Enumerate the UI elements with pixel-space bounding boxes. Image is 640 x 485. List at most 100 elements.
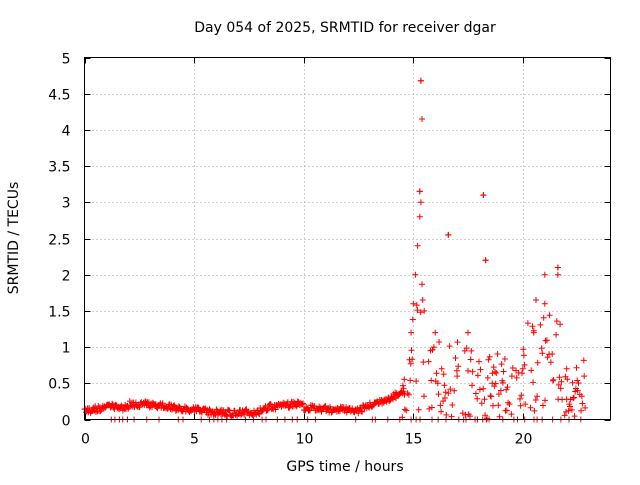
data-point — [417, 77, 424, 84]
data-point — [579, 400, 586, 407]
data-point — [438, 408, 445, 415]
data-point — [400, 385, 407, 392]
data-point — [421, 307, 428, 314]
data-point — [482, 412, 489, 419]
data-point — [409, 356, 416, 363]
data-point — [534, 359, 541, 366]
data-point — [488, 393, 495, 400]
data-point — [478, 400, 485, 407]
data-point — [528, 367, 535, 374]
data-point — [469, 382, 475, 389]
data-point — [405, 391, 412, 398]
data-point — [546, 351, 553, 358]
data-point — [558, 378, 565, 385]
data-point — [403, 407, 410, 414]
data-point — [522, 401, 529, 408]
data-point — [419, 281, 425, 288]
y-axis-label: SRMTID / TECUs — [6, 182, 22, 295]
data-point — [582, 404, 589, 411]
data-point — [414, 242, 421, 249]
data-point — [484, 374, 491, 381]
data-point — [446, 343, 453, 350]
data-point — [452, 355, 459, 361]
y-tick-label: 4.5 — [48, 88, 70, 104]
data-point — [550, 376, 557, 383]
data-point — [567, 396, 574, 403]
data-point — [554, 264, 561, 271]
data-point — [413, 302, 420, 309]
data-point — [486, 353, 493, 360]
data-point — [501, 356, 508, 362]
data-point — [480, 192, 487, 199]
y-tick-label: 2.5 — [48, 233, 70, 249]
data-point — [454, 373, 461, 380]
data-point — [490, 364, 497, 371]
data-point — [561, 412, 568, 419]
data-point — [553, 331, 560, 338]
y-tick-label: 2 — [62, 269, 71, 285]
data-point — [517, 402, 524, 409]
data-point — [465, 367, 471, 374]
data-point — [472, 390, 479, 397]
data-point — [430, 344, 437, 351]
data-point — [414, 307, 421, 314]
data-point — [469, 368, 476, 375]
data-point — [426, 405, 433, 412]
data-point — [578, 393, 585, 400]
data-point — [413, 378, 420, 385]
data-point — [556, 374, 563, 381]
data-point — [495, 402, 502, 409]
data-point — [440, 398, 447, 405]
data-point — [441, 382, 448, 389]
data-point — [506, 401, 513, 408]
data-point — [487, 392, 494, 399]
data-point — [436, 339, 443, 345]
data-point — [563, 408, 569, 415]
data-point — [568, 406, 575, 413]
data-point — [417, 309, 424, 316]
data-point — [538, 345, 545, 352]
data-point — [543, 337, 550, 344]
data-point — [467, 413, 473, 420]
data-point — [445, 390, 452, 397]
data-point — [437, 402, 444, 409]
data-point — [527, 404, 534, 411]
data-point — [493, 370, 500, 376]
data-point — [544, 354, 551, 361]
data-point — [408, 329, 415, 336]
data-point — [482, 257, 489, 264]
data-point — [476, 386, 483, 393]
data-point — [442, 395, 448, 401]
data-points-layer — [81, 77, 589, 423]
data-point — [449, 402, 456, 408]
x-tick-label: 0 — [81, 432, 90, 448]
data-point — [496, 413, 503, 420]
data-point — [574, 387, 581, 394]
data-point — [508, 411, 515, 418]
data-point — [485, 356, 492, 363]
data-point — [474, 372, 481, 379]
data-point — [509, 365, 516, 371]
data-point — [498, 361, 505, 368]
data-point — [419, 297, 426, 303]
x-tick-label: 20 — [515, 432, 533, 448]
data-point — [517, 395, 523, 402]
data-point — [434, 380, 441, 387]
data-point — [564, 376, 571, 383]
data-point — [481, 396, 488, 403]
data-point — [504, 384, 511, 391]
data-point — [299, 401, 306, 408]
data-point — [195, 404, 201, 411]
data-point — [399, 382, 406, 389]
data-point — [567, 403, 573, 410]
data-point — [531, 407, 538, 414]
data-point — [293, 403, 300, 410]
data-point — [549, 377, 556, 384]
data-point — [407, 377, 414, 384]
data-point — [451, 387, 458, 394]
data-point — [401, 376, 408, 383]
data-point — [530, 379, 537, 386]
data-point — [557, 321, 564, 328]
data-point — [410, 300, 417, 307]
